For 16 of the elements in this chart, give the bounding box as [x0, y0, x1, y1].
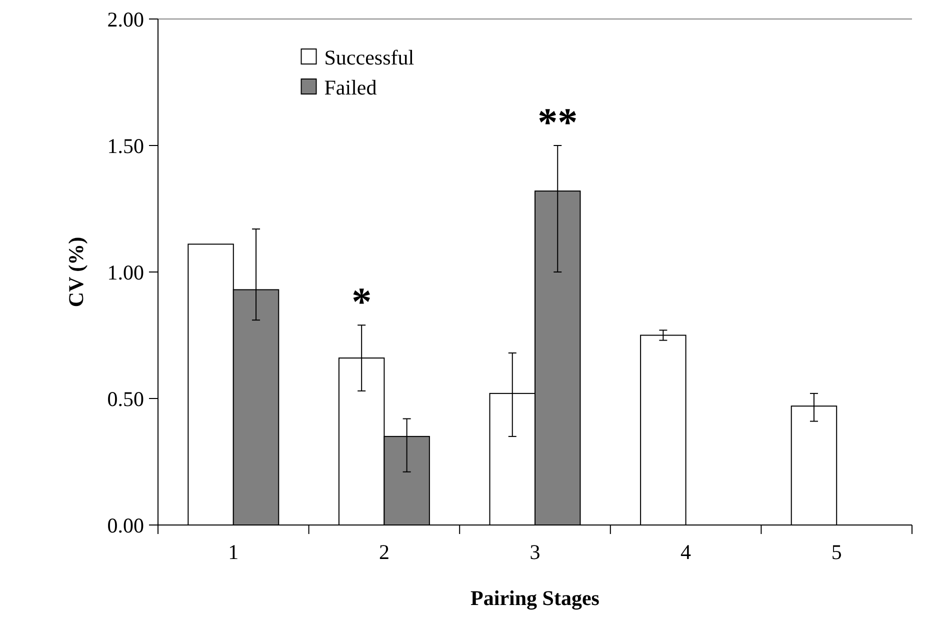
x-tick-label: 3	[530, 540, 540, 564]
legend-label: Successful	[324, 45, 414, 70]
x-tick-label: 2	[378, 540, 390, 564]
x-axis-title: Pairing Stages	[470, 586, 600, 610]
y-tick-label: 0.00	[107, 513, 144, 538]
y-tick-label: 0.50	[107, 386, 144, 411]
y-tick-label: 1.00	[107, 260, 144, 284]
legend-label: Failed	[324, 75, 378, 100]
x-tick-label: 4	[680, 540, 692, 564]
y-axis-title: CV (%)	[64, 236, 88, 308]
annotation: *	[352, 279, 372, 324]
x-tick-label: 5	[831, 540, 842, 564]
x-tick-label: 1	[228, 540, 239, 564]
y-tick-label: 2.00	[107, 7, 144, 32]
annotation: **	[538, 100, 578, 144]
y-tick-label: 1.50	[107, 134, 144, 158]
